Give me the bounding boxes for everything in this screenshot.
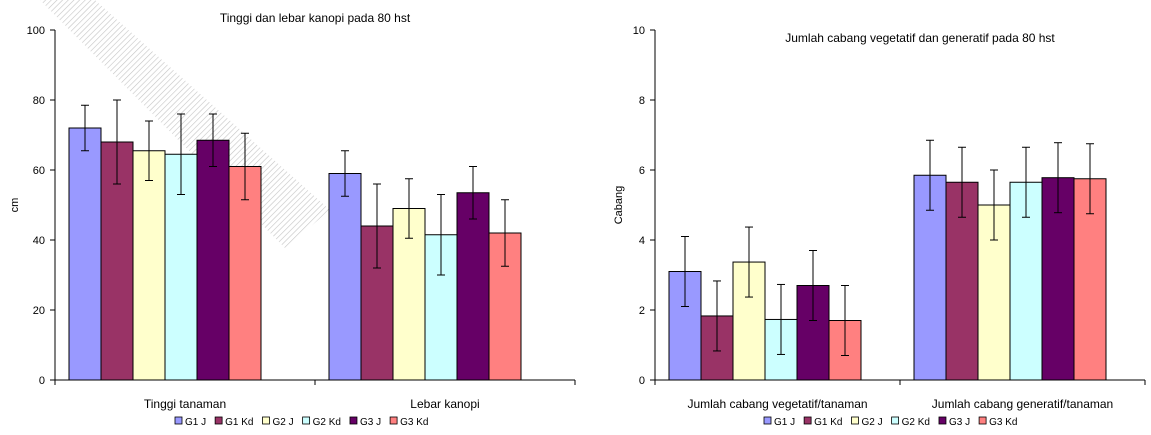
legend-label: G2 J [861, 417, 882, 428]
legend-swatch [302, 416, 311, 425]
legend-label: G2 Kd [313, 417, 341, 428]
legend-swatch [763, 416, 772, 425]
legend-label: G1 J [774, 417, 795, 428]
chart-1: Tinggi dan lebar kanopi pada 80 hst 0 20 40… [9, 11, 576, 428]
legend-swatch [938, 416, 947, 425]
y-tick-label: 0 [39, 375, 45, 387]
y-tick-label: 4 [639, 235, 645, 247]
x-category-label: Jumlah cabang generatif/tanaman [932, 397, 1113, 411]
legend-label: G3 Kd [989, 417, 1017, 428]
charts-root: Tinggi dan lebar kanopi pada 80 hst02040… [9, 11, 1146, 428]
y-tick-label: 80 [33, 95, 45, 107]
chart-title: Tinggi dan lebar kanopi pada 80 hst [220, 11, 411, 25]
legend-label: G2 Kd [902, 417, 930, 428]
legend-swatch [851, 416, 859, 425]
bar-g3-j [196, 139, 230, 381]
legend-label: G3 Kd [400, 417, 428, 428]
legend-label: G1 Kd [225, 417, 253, 428]
y-tick-label: 2 [639, 305, 645, 317]
y-tick-label: 8 [639, 95, 645, 107]
bar-g1-j [68, 127, 102, 381]
x-category-label: Jumlah cabang vegetatif/tanaman [687, 397, 867, 411]
y-tick-label: 100 [27, 25, 45, 37]
legend-swatch [262, 416, 270, 425]
legend-swatch [978, 416, 987, 425]
legend-swatch [389, 416, 398, 425]
bar-g2-j [132, 150, 166, 381]
legend-label: G2 J [272, 417, 293, 428]
y-tick-label: 20 [33, 305, 45, 317]
y-tick-label: 6 [639, 165, 645, 177]
x-category-label: Lebar kanopi [410, 397, 479, 411]
legend-swatch [174, 416, 183, 425]
y-tick-label: 60 [33, 165, 45, 177]
y-tick-label: 0 [639, 375, 645, 387]
legend-label: G3 J [360, 417, 381, 428]
chart-2: Jumlah cabang vegetatif dan generatif pa… [613, 25, 1146, 428]
y-axis-label: Cabang [613, 186, 625, 225]
legend-label: G3 J [949, 417, 970, 428]
legend-swatch [891, 416, 900, 425]
x-category-label: Tinggi tanaman [144, 397, 226, 411]
bar-g1-j [328, 173, 362, 381]
y-axis-label: cm [9, 198, 21, 213]
chart-title: Jumlah cabang vegetatif dan generatif pa… [785, 31, 1055, 45]
legend-swatch [214, 416, 223, 425]
y-tick-label: 10 [633, 25, 645, 37]
legend-swatch [803, 416, 812, 425]
bar-g3-j [456, 192, 490, 381]
legend-label: G1 J [185, 417, 206, 428]
y-tick-label: 40 [33, 235, 45, 247]
legend-label: G1 Kd [814, 417, 842, 428]
legend-swatch [349, 416, 358, 425]
